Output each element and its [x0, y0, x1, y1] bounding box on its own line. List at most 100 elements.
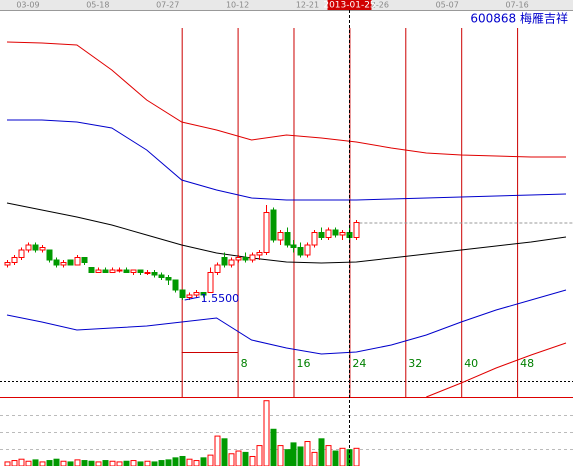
volume-bar: [277, 445, 284, 466]
candle-body: [186, 294, 193, 298]
candle-body: [318, 232, 325, 238]
candle-body: [221, 257, 228, 266]
candle-body: [235, 257, 242, 261]
cycle-label: 32: [408, 357, 422, 370]
volume-bar: [221, 438, 228, 466]
volume-bar: [290, 442, 297, 466]
volume-bar: [46, 460, 53, 466]
candle-body: [325, 229, 332, 238]
candle-body: [116, 269, 123, 272]
volume-bar: [318, 438, 325, 466]
volume-bar: [158, 460, 165, 466]
x-tick-label: 02-26: [366, 1, 389, 10]
volume-bar: [249, 455, 256, 466]
volume-bar: [88, 460, 95, 466]
volume-bar: [53, 458, 60, 466]
candle-body: [165, 277, 172, 281]
volume-bar: [270, 428, 277, 466]
date-bar: [0, 0, 573, 10]
volume-bar: [123, 460, 130, 466]
volume-bar: [4, 461, 11, 466]
candle-body: [144, 272, 151, 274]
band-line: [6, 289, 567, 355]
candle-body: [256, 252, 263, 256]
candle-body: [207, 272, 214, 293]
volume-bar: [207, 454, 214, 466]
volume-bar: [242, 451, 249, 466]
candle-body: [18, 249, 25, 258]
candle-body: [53, 259, 60, 266]
volume-bar: [304, 441, 311, 466]
candle-body: [46, 249, 53, 261]
volume-bar: [263, 400, 270, 466]
volume-bar: [186, 458, 193, 466]
volume-bar: [200, 457, 207, 466]
candle-body: [67, 259, 74, 266]
candle-body: [95, 269, 102, 273]
volume-bar: [39, 461, 46, 466]
band-line: [6, 41, 566, 158]
candle-body: [172, 279, 179, 291]
volume-bar: [179, 455, 186, 466]
candle-body: [4, 262, 11, 266]
candle-body: [242, 257, 249, 261]
candle-body: [270, 209, 277, 241]
candle-body: [158, 274, 165, 278]
volume-bar: [353, 447, 360, 466]
x-tick-label: 03-09: [16, 1, 39, 10]
candle-body: [297, 247, 304, 256]
volume-bar: [235, 450, 242, 466]
candle-body: [263, 212, 270, 253]
x-tick-label: 05-07: [436, 1, 459, 10]
candle-body: [339, 232, 346, 236]
cursor-label: 2013-01-25: [323, 1, 375, 11]
candle-body: [32, 244, 39, 251]
volume-bar: [325, 445, 332, 466]
candle-body: [304, 244, 311, 256]
volume-bar: [25, 460, 32, 466]
candle-body: [81, 257, 88, 263]
volume-bar: [11, 460, 18, 466]
candle-body: [123, 269, 130, 273]
cycle-label: 8: [241, 357, 248, 370]
candle-body: [25, 244, 32, 251]
candle-body: [311, 232, 318, 246]
volume-bar: [116, 461, 123, 466]
candle-body: [277, 232, 284, 241]
stock-title: 600868 梅雁吉祥: [470, 11, 568, 26]
candle-body: [353, 222, 360, 238]
candle-body: [109, 269, 116, 273]
volume-bar: [193, 460, 200, 466]
x-tick-label: 07-16: [505, 1, 528, 10]
volume-bar: [297, 446, 304, 466]
volume-bar: [151, 461, 158, 466]
volume-bar: [311, 451, 318, 466]
candle-body: [88, 267, 95, 273]
volume-bar: [214, 435, 221, 466]
annotation-label: 1.5500: [201, 292, 240, 305]
cycle-label: 24: [352, 357, 366, 370]
volume-bar: [18, 458, 25, 466]
candle-body: [74, 257, 81, 266]
candle-body: [151, 272, 158, 276]
volume-bar: [95, 461, 102, 466]
volume-bar: [137, 461, 144, 466]
volume-bar: [67, 461, 74, 466]
annotation-arrow: [184, 296, 200, 301]
x-tick-label: 12-21: [296, 1, 319, 10]
candle-body: [332, 229, 339, 236]
candle-body: [249, 254, 256, 261]
volume-bar: [60, 460, 67, 466]
volume-bar: [102, 460, 109, 466]
x-tick-label: 05-18: [86, 1, 109, 10]
volume-bar: [32, 459, 39, 466]
cursor-label-bg: [327, 0, 372, 10]
candle-body: [200, 292, 207, 296]
candle-body: [102, 269, 109, 273]
candle-body: [179, 289, 186, 298]
volume-bar: [228, 453, 235, 466]
candle-body: [137, 269, 144, 273]
candle-body: [130, 269, 137, 273]
candle-body: [60, 262, 67, 266]
